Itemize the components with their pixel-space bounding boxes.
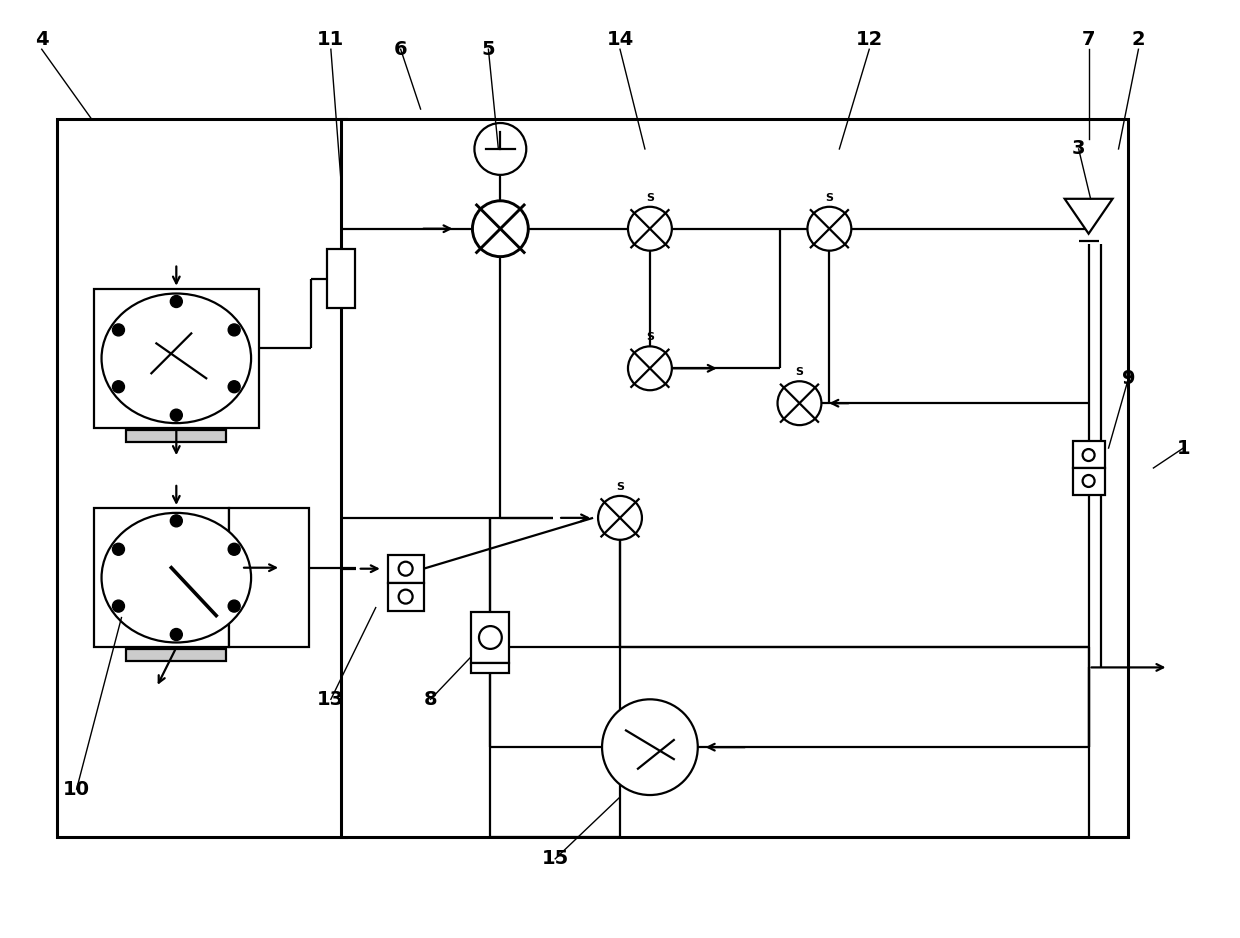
Ellipse shape [102,294,250,423]
Circle shape [113,543,124,555]
Text: 13: 13 [317,689,345,709]
Text: 4: 4 [35,30,48,49]
Text: 8: 8 [424,689,438,709]
Circle shape [170,628,182,641]
Text: 9: 9 [1122,369,1136,387]
Text: 5: 5 [481,39,495,59]
Circle shape [627,206,672,250]
Text: 14: 14 [606,30,634,49]
Bar [1073,468,1105,495]
Bar [126,649,226,661]
Circle shape [228,381,241,393]
Text: 7: 7 [1081,30,1095,49]
Text: S: S [796,368,804,377]
Circle shape [627,346,672,390]
Circle shape [598,496,642,539]
Circle shape [807,206,852,250]
Circle shape [113,381,124,393]
Bar [93,507,229,647]
Circle shape [170,515,182,527]
Circle shape [479,626,502,649]
Text: 2: 2 [1132,30,1146,49]
Text: 11: 11 [317,30,345,49]
Circle shape [170,295,182,308]
Circle shape [475,123,526,174]
Text: 6: 6 [394,39,408,59]
Circle shape [113,600,124,613]
Bar [93,289,259,428]
Text: 1: 1 [1177,439,1190,458]
Bar [471,663,510,673]
Circle shape [170,409,182,421]
Text: 12: 12 [856,30,883,49]
Circle shape [1083,475,1095,487]
Bar [388,554,424,582]
Bar [341,119,1128,837]
Text: 15: 15 [542,849,569,869]
Bar [327,249,355,309]
Circle shape [472,201,528,257]
Circle shape [777,381,821,425]
Circle shape [398,562,413,576]
Ellipse shape [102,513,250,643]
Bar [229,507,309,647]
Text: S: S [646,332,653,342]
Text: 3: 3 [1071,140,1085,159]
Circle shape [113,324,124,336]
Circle shape [228,324,241,336]
Circle shape [228,543,241,555]
Bar [388,582,424,611]
Polygon shape [1065,199,1112,234]
Bar [1073,441,1105,468]
Circle shape [1083,449,1095,461]
Text: S: S [646,193,653,203]
Bar [126,431,226,442]
Bar [471,612,510,663]
Bar [57,119,346,837]
Circle shape [398,590,413,603]
Text: 10: 10 [63,779,91,798]
Circle shape [603,700,698,795]
Text: S: S [826,193,833,203]
Circle shape [228,600,241,613]
Text: S: S [616,482,624,492]
